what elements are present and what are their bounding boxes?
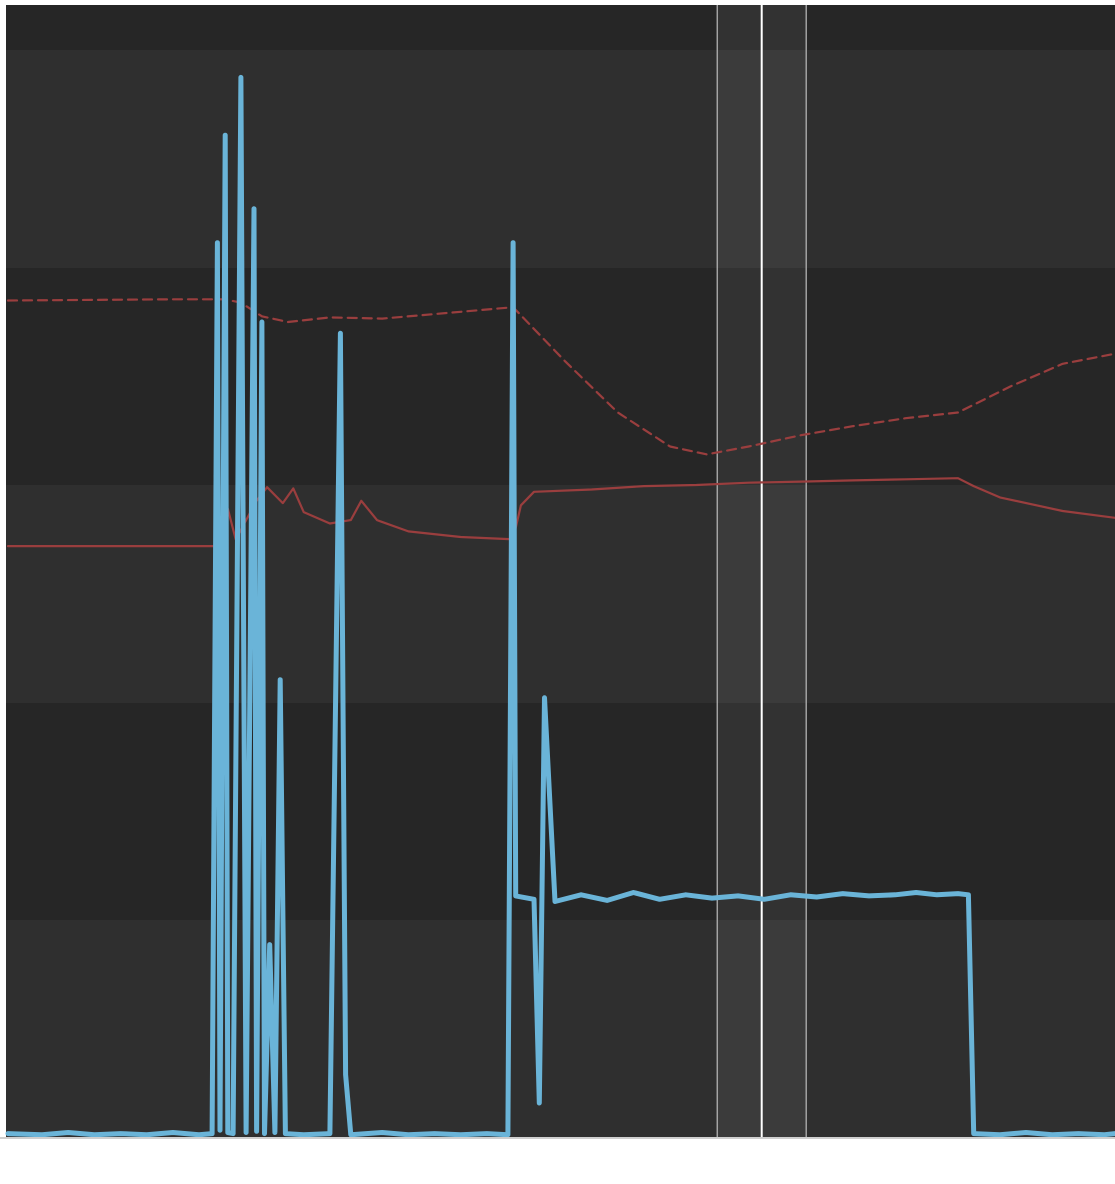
x-tick-label: 8:00 (204, 1148, 247, 1170)
grid-band (0, 703, 1115, 920)
x-tick-label: 0:00 (1052, 1148, 1095, 1170)
series-line-1 (6, 477, 1115, 548)
x-tick-label: 12:00 (407, 1148, 462, 1170)
x-tick-label: 16:00 (617, 1148, 672, 1170)
grid-band (0, 268, 1115, 485)
top-margin (0, 0, 1115, 5)
grid-band (0, 920, 1115, 1137)
axis-area (0, 1139, 1115, 1184)
x-axis-ticks: 4:00 8:00 12:00 16:00 20:00 0:00 (10, 1148, 1095, 1170)
grid-band (0, 50, 1115, 268)
cursor-band[interactable] (716, 5, 807, 1137)
grid-band (0, 485, 1115, 703)
left-margin (0, 0, 6, 1184)
grid-band (0, 5, 1115, 50)
x-tick-label: 4:00 (10, 1148, 53, 1170)
x-tick-label: 20:00 (826, 1148, 881, 1170)
series-line-2 (5, 74, 1115, 1138)
series-group (5, 74, 1115, 1138)
